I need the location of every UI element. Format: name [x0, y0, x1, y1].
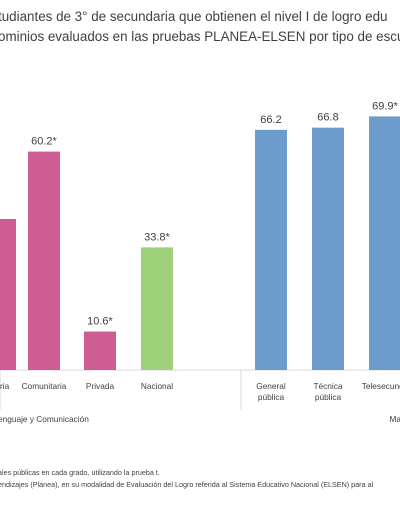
category-label: Telesecunda: [362, 381, 400, 391]
data-label: 66.8: [317, 112, 338, 124]
category-label: General: [256, 381, 286, 391]
group-label: enguaje y Comunicación: [0, 414, 89, 424]
data-label: 69.9*: [372, 100, 398, 112]
group-label: Ma: [389, 414, 400, 424]
category-label: Técnica: [313, 381, 342, 391]
bar: [141, 247, 173, 370]
category-label: Nacional: [141, 381, 173, 391]
data-label: 10.6*: [87, 316, 113, 328]
bar: [84, 331, 116, 370]
category-label: pública: [258, 392, 285, 402]
footnote-2: endizajes (Planea), en su modalidad de E…: [0, 480, 374, 489]
bar: [312, 127, 344, 370]
category-label: pública: [315, 392, 342, 402]
category-label: daria: [0, 381, 10, 391]
category-label: Privada: [86, 381, 115, 391]
bar: [369, 116, 400, 370]
bar: [0, 219, 16, 370]
data-label: 60.2*: [31, 136, 57, 148]
bar: [28, 151, 60, 370]
data-label: 33.8*: [144, 231, 170, 243]
chart-title-line-1: tudiantes de 3° de secundaria que obtien…: [0, 9, 388, 24]
chart-title-line-2: ominios evaluados en las pruebas PLANEA-…: [0, 29, 400, 44]
footnote-1: ales públicas en cada grado, utilizando …: [0, 468, 160, 477]
category-label: Comunitaria: [22, 381, 67, 391]
data-label: 66.2: [260, 114, 281, 126]
bar: [255, 129, 287, 370]
